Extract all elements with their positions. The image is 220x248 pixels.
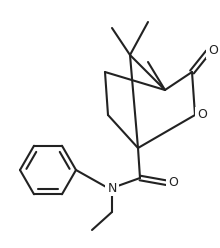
Text: O: O — [197, 109, 207, 122]
Text: O: O — [168, 177, 178, 189]
Text: N: N — [107, 182, 117, 194]
Text: O: O — [208, 44, 218, 58]
